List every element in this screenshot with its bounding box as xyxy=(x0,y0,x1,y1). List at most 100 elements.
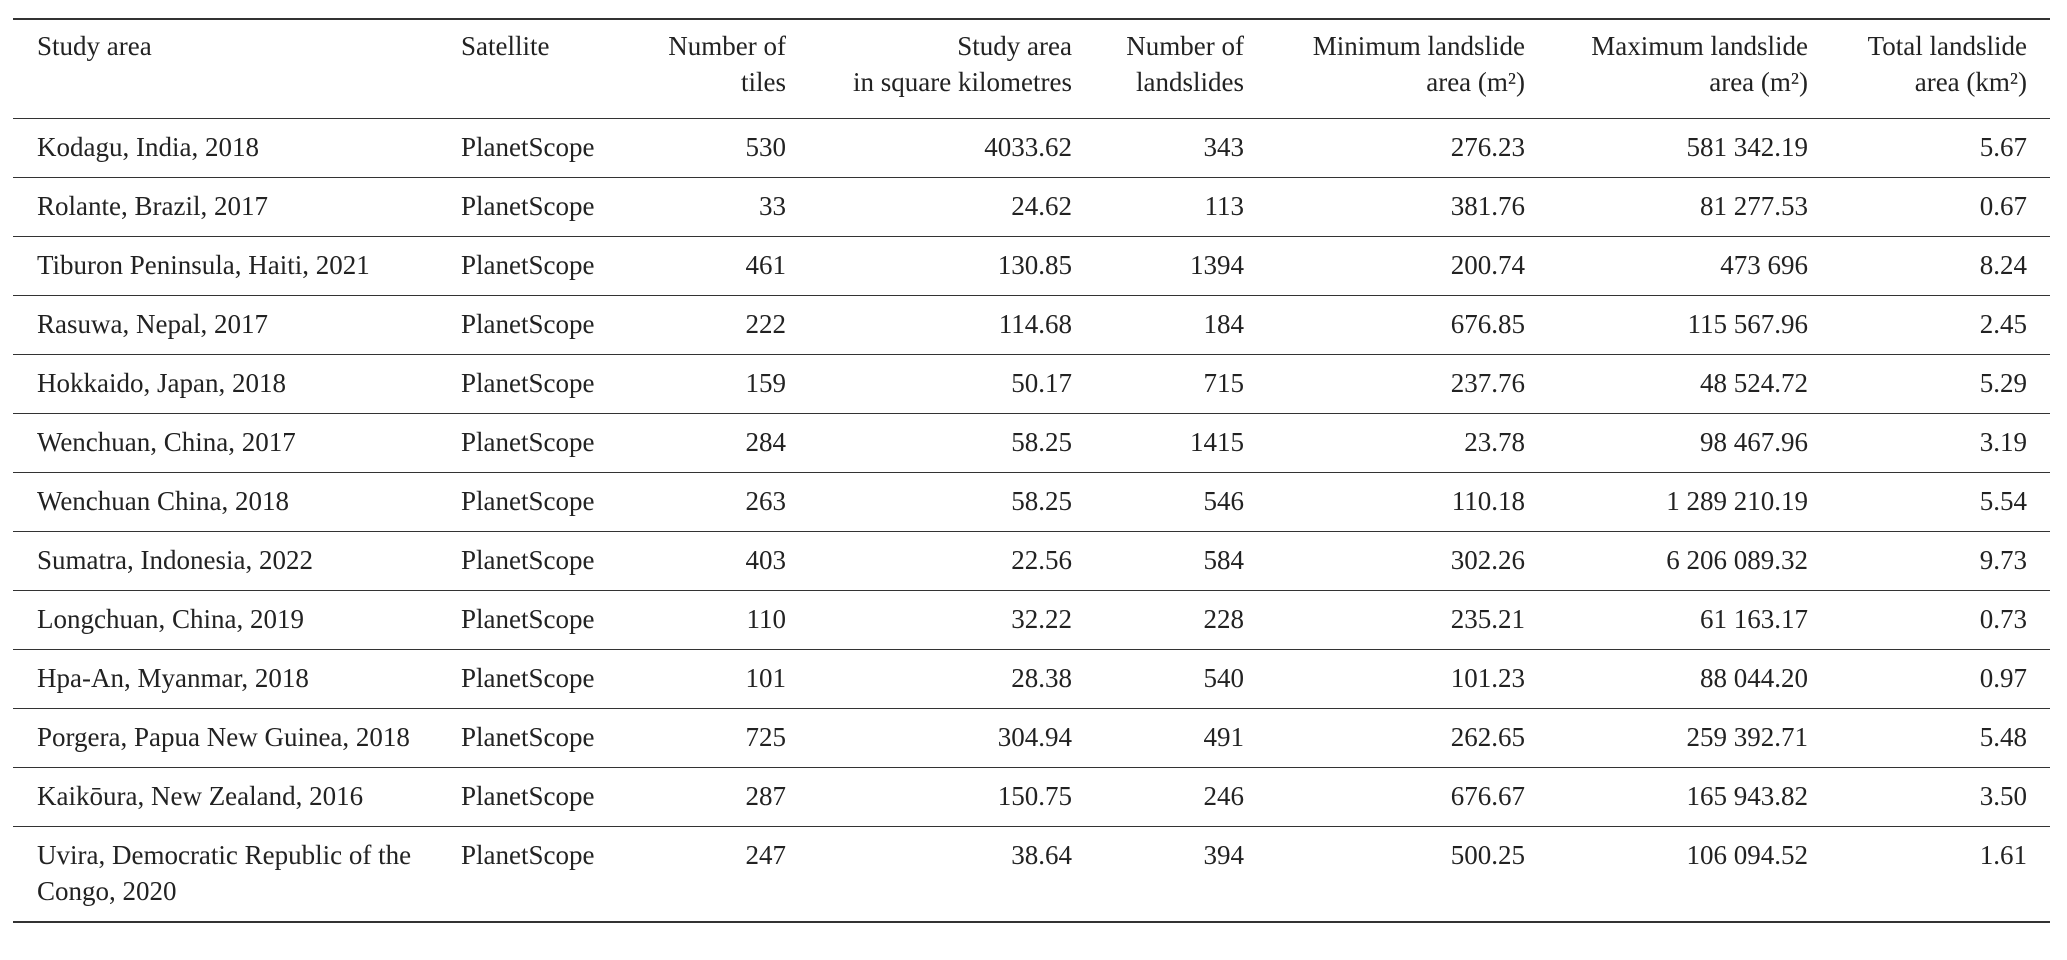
header-line: Study area xyxy=(957,31,1072,61)
table-row: Hpa-An, Myanmar, 2018 PlanetScope 101 28.38… xyxy=(13,650,2050,709)
table-cell: 4033.62 xyxy=(984,132,1072,162)
column-header: Number of tiles xyxy=(640,19,800,119)
header-line: area (km²) xyxy=(1914,67,2027,97)
table-cell: 235.21 xyxy=(1450,604,1525,634)
table-cell: Hpa-An, Myanmar, 2018 xyxy=(37,663,309,693)
table-row: Wenchuan China, 2018 PlanetScope 263 58.25 5… xyxy=(13,473,2050,532)
table-cell: 101.23 xyxy=(1450,663,1525,693)
table-cell: 1415 xyxy=(1190,427,1244,457)
table-cell: 114.68 xyxy=(998,309,1072,339)
table-cell: 0.67 xyxy=(1979,191,2027,221)
table-row: Uvira, Democratic Republic of the Congo,… xyxy=(13,827,2050,922)
table-cell: 540 xyxy=(1203,663,1245,693)
table-cell: PlanetScope xyxy=(461,781,595,811)
table-row: Sumatra, Indonesia, 2022 PlanetScope 403 22… xyxy=(13,532,2050,591)
header-line: area (m²) xyxy=(1426,67,1525,97)
table-cell: 403 xyxy=(745,545,787,575)
table-cell: 115 567.96 xyxy=(1687,309,1809,339)
table-cell: PlanetScope xyxy=(461,545,595,575)
table-cell: 491 xyxy=(1203,722,1245,752)
table-cell: 24.62 xyxy=(1011,191,1072,221)
table-row: Rolante, Brazil, 2017 PlanetScope 33 24.62 1… xyxy=(13,178,2050,237)
header-line: Number of xyxy=(668,31,786,61)
table-cell: 38.64 xyxy=(1011,840,1072,870)
table-cell: PlanetScope xyxy=(461,368,595,398)
table-cell: Sumatra, Indonesia, 2022 xyxy=(37,545,313,575)
table-cell: 165 943.82 xyxy=(1686,781,1809,811)
table-cell: Kodagu, India, 2018 xyxy=(37,132,259,162)
table-cell: 6 206 089.32 xyxy=(1666,545,1808,575)
table-cell: 3.50 xyxy=(1979,781,2027,811)
table-cell: 23.78 xyxy=(1464,427,1525,457)
table-cell: 5.54 xyxy=(1979,486,2027,516)
table-cell: PlanetScope xyxy=(461,427,595,457)
table-cell: 5.67 xyxy=(1979,132,2027,162)
table-cell: 676.67 xyxy=(1450,781,1525,811)
table-cell: 461 xyxy=(745,250,787,280)
table-cell: 581 342.19 xyxy=(1686,132,1809,162)
column-header: Minimum landslide area (m²) xyxy=(1258,19,1539,119)
table-row: Kaikōura, New Zealand, 2016 PlanetScope 28… xyxy=(13,768,2050,827)
table-cell: Wenchuan, China, 2017 xyxy=(37,427,296,457)
table-cell: 110 xyxy=(746,604,787,634)
table-cell: 246 xyxy=(1203,781,1245,811)
column-header: Satellite xyxy=(440,19,640,119)
table-cell: Uvira, Democratic Republic of the Congo,… xyxy=(37,840,412,906)
table-cell: 5.29 xyxy=(1979,368,2027,398)
table-cell: 228 xyxy=(1203,604,1245,634)
table-cell: PlanetScope xyxy=(461,486,595,516)
table-cell: 1394 xyxy=(1190,250,1244,280)
header-line: Satellite xyxy=(461,31,550,61)
table-header: Study area Satellite Number of tiles Study a… xyxy=(13,19,2050,119)
table-cell: 184 xyxy=(1203,309,1245,339)
table-cell: 304.94 xyxy=(997,722,1072,752)
header-row: Study area Satellite Number of tiles Study a… xyxy=(13,19,2050,119)
table-cell: 22.56 xyxy=(1011,545,1072,575)
table-cell: 302.26 xyxy=(1450,545,1525,575)
header-line: Total landslide xyxy=(1867,31,2027,61)
table-cell: 287 xyxy=(745,781,787,811)
table-cell: 2.45 xyxy=(1979,309,2027,339)
table-cell: 101 xyxy=(745,663,787,693)
table-row: Longchuan, China, 2019 PlanetScope 110 32.2… xyxy=(13,591,2050,650)
table-cell: PlanetScope xyxy=(461,840,595,870)
table-cell: 530 xyxy=(745,132,787,162)
table-cell: 473 696 xyxy=(1720,250,1808,280)
table-cell: 9.73 xyxy=(1979,545,2027,575)
table-cell: 32.22 xyxy=(1011,604,1072,634)
table-cell: 5.48 xyxy=(1979,722,2027,752)
table-cell: 106 094.52 xyxy=(1686,840,1809,870)
header-line: in square kilometres xyxy=(853,67,1072,97)
header-line: tiles xyxy=(741,67,786,97)
table-cell: Longchuan, China, 2019 xyxy=(37,604,304,634)
table-row: Kodagu, India, 2018 PlanetScope 530 4033.62… xyxy=(13,119,2050,178)
table-cell: 61 163.17 xyxy=(1700,604,1808,634)
table-cell: 237.76 xyxy=(1450,368,1525,398)
table-cell: PlanetScope xyxy=(461,132,595,162)
table-cell: 28.38 xyxy=(1011,663,1072,693)
table-row: Wenchuan, China, 2017 PlanetScope 284 58.25… xyxy=(13,414,2050,473)
table-cell: Kaikōura, New Zealand, 2016 xyxy=(37,781,364,811)
table-cell: 715 xyxy=(1203,368,1245,398)
table-cell: 81 277.53 xyxy=(1700,191,1808,221)
table-cell: 584 xyxy=(1203,545,1245,575)
header-line: Minimum landslide xyxy=(1312,31,1525,61)
table-cell: 159 xyxy=(745,368,787,398)
table-cell: 0.97 xyxy=(1979,663,2027,693)
table-cell: Hokkaido, Japan, 2018 xyxy=(37,368,286,398)
table-cell: Rolante, Brazil, 2017 xyxy=(37,191,268,221)
table-cell: Tiburon Peninsula, Haiti, 2021 xyxy=(37,250,370,280)
column-header: Total landslide area (km²) xyxy=(1822,19,2050,119)
table-cell: PlanetScope xyxy=(461,309,595,339)
table-cell: 262.65 xyxy=(1450,722,1525,752)
header-line: Study area xyxy=(37,31,152,61)
table-cell: 263 xyxy=(745,486,787,516)
table-cell: 343 xyxy=(1203,132,1245,162)
table-cell: 1 289 210.19 xyxy=(1666,486,1808,516)
table-cell: PlanetScope xyxy=(461,250,595,280)
table-cell: 58.25 xyxy=(1011,427,1072,457)
header-line: landslides xyxy=(1136,67,1244,97)
table-cell: 276.23 xyxy=(1450,132,1525,162)
table-cell: 33 xyxy=(759,191,786,221)
table-row: Hokkaido, Japan, 2018 PlanetScope 159 50.17… xyxy=(13,355,2050,414)
